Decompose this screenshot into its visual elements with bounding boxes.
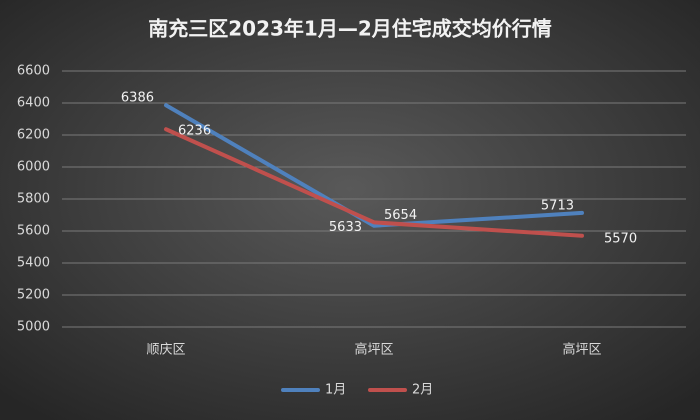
data-label: 6386	[121, 91, 154, 106]
chart-title: 南充三区2023年1月—2月住宅成交均价行情	[148, 17, 552, 41]
x-tick-label: 高坪区	[354, 342, 393, 358]
x-tick-label: 顺庆区	[146, 343, 185, 358]
y-tick-label: 6400	[17, 96, 50, 111]
y-tick-label: 5600	[17, 224, 50, 239]
series-line	[164, 127, 584, 238]
y-tick-label: 5000	[17, 320, 50, 335]
legend-label: 1月	[325, 383, 346, 398]
x-tick-label: 高坪区	[562, 342, 601, 358]
data-label: 5570	[604, 231, 637, 246]
y-tick-label: 5200	[17, 288, 50, 303]
y-tick-label: 5400	[17, 256, 50, 271]
y-tick-label: 6200	[17, 128, 50, 143]
series-line	[164, 103, 584, 228]
data-label: 5713	[541, 198, 574, 213]
y-tick-label: 6600	[17, 64, 50, 79]
data-label: 5654	[384, 208, 417, 223]
data-label: 5633	[329, 220, 362, 235]
y-tick-label: 5800	[17, 192, 50, 207]
y-tick-label: 6000	[17, 160, 50, 175]
data-label: 6236	[178, 124, 211, 139]
legend-label: 2月	[412, 383, 433, 398]
